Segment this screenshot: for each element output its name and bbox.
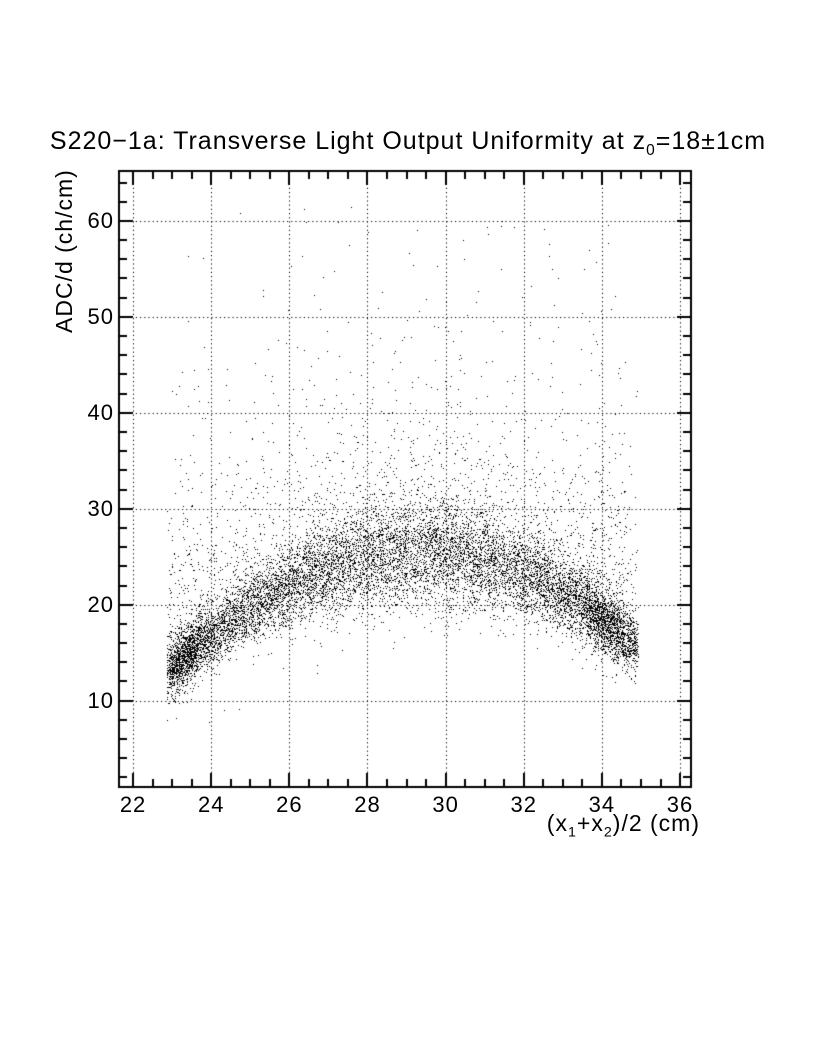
text-run: =18±1cm (655, 127, 767, 155)
subscript-text: 1 (567, 824, 577, 841)
y-tick-label: 50 (87, 303, 114, 329)
y-tick-label: 20 (87, 591, 114, 617)
x-tick-label: 36 (666, 792, 694, 817)
text-run: )/2 (cm) (612, 810, 700, 836)
y-tick-label: 30 (87, 495, 114, 521)
subscript-text: 0 (646, 142, 656, 159)
y-tick-label: 10 (87, 687, 114, 713)
x-tick-label: 22 (119, 792, 147, 817)
y-tick-label: 40 (87, 399, 114, 425)
text-run: S220−1a: Transverse Light Output Uniform… (49, 127, 647, 155)
y-tick-label: 60 (87, 207, 114, 233)
x-axis-label: (x1+x2)/2 (cm) (546, 810, 700, 840)
text-run: (x (546, 810, 568, 836)
x-tick-label: 26 (276, 792, 303, 817)
subscript-text: 2 (603, 824, 613, 841)
text-run: +x (576, 810, 604, 836)
x-tick-label: 30 (432, 792, 459, 817)
x-tick-label: 32 (510, 792, 537, 817)
x-tick-label: 34 (588, 792, 616, 817)
x-tick-label: 28 (354, 792, 381, 817)
plot-title: S220−1a: Transverse Light Output Uniform… (0, 127, 816, 159)
x-tick-label: 24 (197, 792, 225, 817)
